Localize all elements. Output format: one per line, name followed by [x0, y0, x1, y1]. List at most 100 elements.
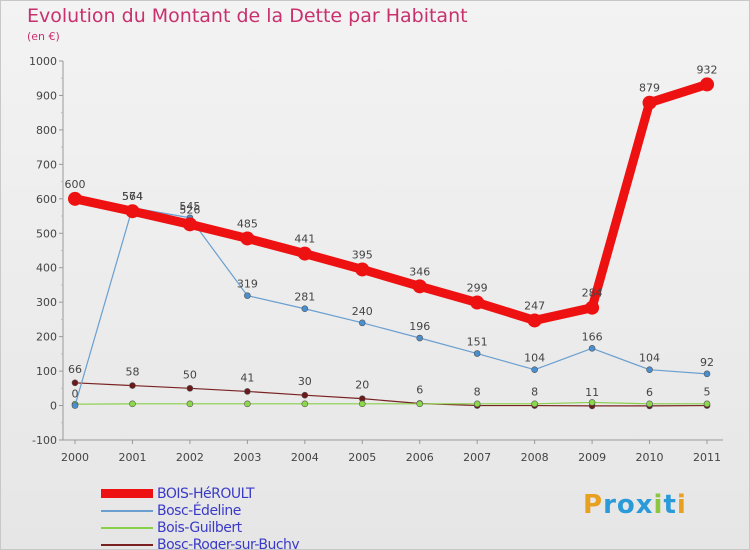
data-point — [129, 382, 136, 389]
logo-letter: o — [616, 490, 636, 520]
data-label: 485 — [237, 217, 258, 230]
data-point — [301, 391, 309, 399]
x-tick-label: 2002 — [176, 451, 204, 464]
data-point — [585, 300, 600, 315]
data-label: 526 — [179, 203, 200, 216]
legend-swatch — [101, 526, 153, 529]
data-label: 30 — [298, 375, 312, 388]
data-label: 879 — [639, 82, 660, 95]
proxiti-logo: Proxiti — [583, 490, 687, 520]
x-tick-label: 2003 — [233, 451, 261, 464]
legend-label: Bosc-Édeline — [157, 502, 241, 519]
series-line-1 — [74, 207, 708, 407]
data-point — [412, 279, 427, 294]
data-label: 284 — [582, 287, 603, 300]
data-label: 932 — [697, 63, 718, 76]
data-point — [531, 400, 538, 408]
data-point — [358, 400, 366, 408]
x-tick-label: 2004 — [291, 451, 319, 464]
data-point — [244, 292, 251, 299]
data-point — [244, 388, 251, 395]
legend-item: Bosc-Édeline — [101, 502, 299, 519]
data-label: 66 — [68, 363, 82, 376]
data-point — [588, 399, 596, 406]
logo-letter: t — [663, 490, 677, 520]
data-point — [703, 370, 711, 378]
data-point — [703, 400, 711, 408]
legend-item: BOIS-HéROULT — [101, 485, 299, 502]
legend-swatch — [101, 509, 153, 512]
chart-subtitle: (en €) — [27, 30, 60, 43]
data-point — [531, 366, 538, 374]
y-tick-label: 0 — [50, 400, 57, 413]
data-label: 299 — [467, 282, 488, 295]
legend-label: Bois-Guilbert — [157, 519, 242, 536]
data-label: 5 — [704, 386, 711, 399]
logo-letter: i — [676, 490, 687, 520]
legend-item: Bosc-Roger-sur-Buchy — [101, 536, 300, 550]
y-tick-label: 200 — [36, 331, 57, 344]
data-point — [470, 295, 485, 310]
legend-label: BOIS-HéROULT — [157, 485, 255, 502]
legend-label: Bosc-Roger-sur-Buchy — [157, 536, 300, 550]
data-point — [297, 246, 312, 261]
data-label: 0 — [72, 388, 79, 401]
series-line-0 — [70, 79, 712, 325]
data-label: 319 — [237, 278, 258, 291]
data-label: 11 — [585, 386, 599, 399]
y-tick-label: 800 — [36, 124, 57, 137]
x-tick-label: 2001 — [118, 451, 146, 464]
data-label: 240 — [352, 305, 373, 318]
data-point — [700, 77, 714, 92]
data-label: 41 — [240, 371, 254, 384]
logo-letter: x — [635, 490, 654, 520]
legend-swatch — [101, 543, 153, 546]
data-label: 574 — [122, 190, 143, 203]
y-tick-label: 700 — [36, 158, 57, 171]
data-label: 20 — [355, 379, 369, 392]
data-label: 104 — [524, 352, 545, 365]
logo-letter: P — [583, 490, 604, 520]
y-tick-label: 500 — [36, 227, 57, 240]
data-label: 395 — [352, 248, 373, 261]
data-label: 346 — [409, 265, 430, 278]
x-tick-label: 2006 — [406, 451, 434, 464]
x-tick-label: 2007 — [463, 451, 491, 464]
x-tick-label: 2010 — [636, 451, 664, 464]
x-tick-label: 2005 — [348, 451, 376, 464]
data-label: 92 — [700, 356, 714, 369]
data-point — [68, 191, 82, 206]
data-label: 58 — [125, 366, 139, 379]
data-point — [71, 402, 79, 409]
x-tick-label: 2000 — [61, 451, 89, 464]
data-point — [646, 366, 653, 374]
data-label: 545 — [179, 200, 200, 213]
data-point — [416, 334, 424, 342]
x-tick-label: 2011 — [693, 451, 721, 464]
data-label: 281 — [294, 291, 315, 304]
data-label: 564 — [122, 190, 143, 203]
data-label: 247 — [524, 299, 545, 312]
y-tick-label: 300 — [36, 296, 57, 309]
series-line-2 — [74, 401, 708, 405]
data-point — [358, 319, 366, 327]
data-point — [416, 400, 424, 408]
logo-letter: r — [603, 490, 617, 520]
data-point — [186, 385, 194, 392]
data-point — [71, 379, 79, 387]
data-point — [240, 231, 255, 246]
data-label: 50 — [183, 368, 197, 381]
data-label: 166 — [582, 330, 603, 343]
x-tick-label: 2008 — [521, 451, 549, 464]
data-point — [182, 217, 197, 232]
y-tick-label: 900 — [36, 89, 57, 102]
data-point — [301, 305, 309, 313]
data-point — [473, 350, 481, 357]
data-point — [125, 204, 140, 219]
data-label: 151 — [467, 336, 488, 349]
x-tick-label: 2009 — [578, 451, 606, 464]
data-label: 104 — [639, 352, 660, 365]
data-point — [473, 400, 481, 408]
